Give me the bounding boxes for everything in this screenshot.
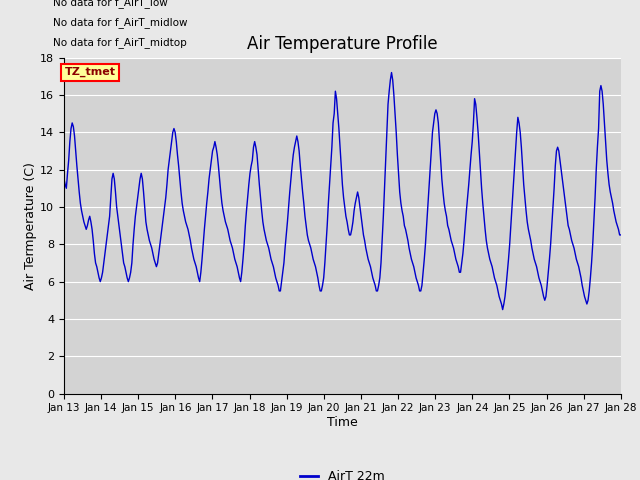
Title: Air Temperature Profile: Air Temperature Profile (247, 35, 438, 53)
Text: No data for f_AirT_low: No data for f_AirT_low (53, 0, 168, 8)
Y-axis label: Air Termperature (C): Air Termperature (C) (24, 162, 37, 289)
Text: No data for f_AirT_midtop: No data for f_AirT_midtop (53, 37, 187, 48)
Legend: AirT 22m: AirT 22m (294, 465, 390, 480)
Text: TZ_tmet: TZ_tmet (65, 67, 116, 77)
Text: No data for f_AirT_midlow: No data for f_AirT_midlow (53, 17, 188, 28)
X-axis label: Time: Time (327, 416, 358, 429)
